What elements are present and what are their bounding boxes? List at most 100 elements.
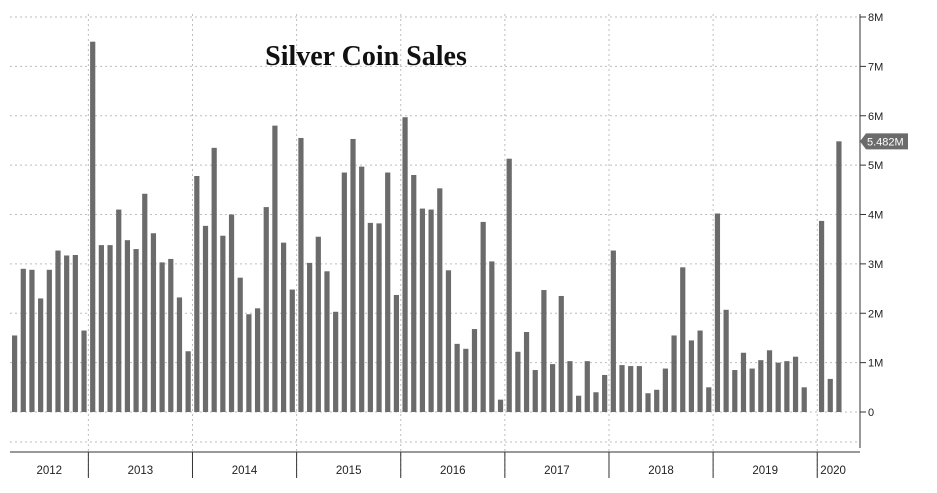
y-tick-label: 5M [868, 160, 883, 172]
bar [133, 249, 139, 412]
bar [168, 258, 174, 412]
bar [697, 330, 703, 412]
bar [654, 389, 660, 412]
bar [662, 368, 668, 412]
bar [610, 250, 616, 412]
bar [515, 351, 521, 412]
bar [20, 268, 26, 412]
x-tick-label: 2015 [336, 465, 362, 477]
bar [576, 395, 582, 412]
bar [359, 166, 365, 412]
y-tick-label: 0 [868, 407, 874, 419]
bar [185, 351, 191, 412]
bar [333, 311, 339, 412]
bar [784, 361, 790, 412]
bar [619, 365, 625, 412]
bar [202, 225, 209, 412]
bar [228, 214, 235, 412]
chart-title: Silver Coin Sales [265, 41, 467, 72]
bar [55, 250, 61, 412]
bar [463, 348, 469, 412]
y-tick-label: 2M [868, 308, 883, 320]
x-axis: 2012 2013 2014 2015 2016 2017 2018 2019 2020 [37, 452, 846, 478]
bar [289, 289, 295, 412]
bar [376, 223, 382, 412]
x-tick-label: 2012 [37, 465, 63, 477]
bar [567, 361, 573, 412]
badge-label: 5.482M [867, 136, 904, 148]
bar [350, 138, 356, 412]
bar [90, 41, 96, 412]
y-tick-label: 7M [868, 61, 883, 73]
bar [81, 330, 87, 412]
bar [541, 290, 547, 412]
bar [758, 360, 764, 412]
bar [445, 270, 452, 412]
bar [194, 175, 200, 412]
y-tick-label: 3M [868, 259, 883, 271]
bar [680, 267, 686, 412]
bar [523, 332, 530, 412]
bar [402, 117, 408, 412]
bar [645, 393, 651, 412]
bar [749, 368, 755, 412]
x-tick-label: 2014 [232, 465, 258, 477]
bar [315, 236, 321, 412]
bar [385, 172, 391, 412]
bar [584, 361, 590, 412]
x-tick-label: 2016 [440, 465, 466, 477]
bar [688, 340, 695, 412]
bar [211, 147, 217, 412]
bar [827, 378, 833, 412]
bar [29, 269, 35, 412]
bar [732, 370, 738, 412]
bar [72, 254, 78, 412]
bar [723, 309, 729, 412]
bar [254, 308, 261, 412]
bar [237, 277, 243, 412]
bar [272, 125, 278, 413]
bar [38, 298, 44, 412]
bar [628, 366, 634, 412]
bar [602, 374, 608, 412]
y-tick-label: 8M [868, 12, 883, 24]
bar [280, 242, 287, 412]
x-tick-label: 2018 [648, 465, 674, 477]
bar [818, 220, 825, 412]
bar [801, 387, 807, 412]
bar [419, 208, 426, 412]
x-tick-label: 2013 [128, 465, 154, 477]
bar [480, 221, 486, 412]
bar [116, 209, 122, 412]
bar [775, 362, 781, 413]
bar [411, 175, 417, 412]
bar [341, 172, 347, 412]
bar [740, 352, 747, 412]
bar [593, 392, 599, 412]
bar [64, 255, 70, 412]
bar [246, 314, 252, 412]
badge-shape [860, 133, 908, 150]
bar [176, 297, 183, 412]
bar [506, 158, 512, 412]
bar [307, 262, 313, 412]
y-axis: 0 1M 2M 3M 4M 5M 6M 7M 8M [860, 12, 883, 419]
last-value-badge: 5.482M [860, 133, 908, 150]
x-tick-label: 2017 [544, 465, 570, 477]
y-tick-label: 6M [868, 111, 883, 123]
bar [124, 240, 131, 412]
bar [12, 335, 18, 412]
bar [298, 137, 304, 412]
bar [766, 350, 773, 412]
bar [98, 245, 104, 412]
bar [471, 329, 478, 412]
bar [393, 294, 399, 412]
x-tick-label: 2020 [820, 465, 846, 477]
bar [558, 295, 564, 412]
bar [489, 261, 495, 412]
y-tick-label: 1M [868, 358, 883, 370]
bar [671, 335, 677, 412]
bar [532, 370, 538, 412]
